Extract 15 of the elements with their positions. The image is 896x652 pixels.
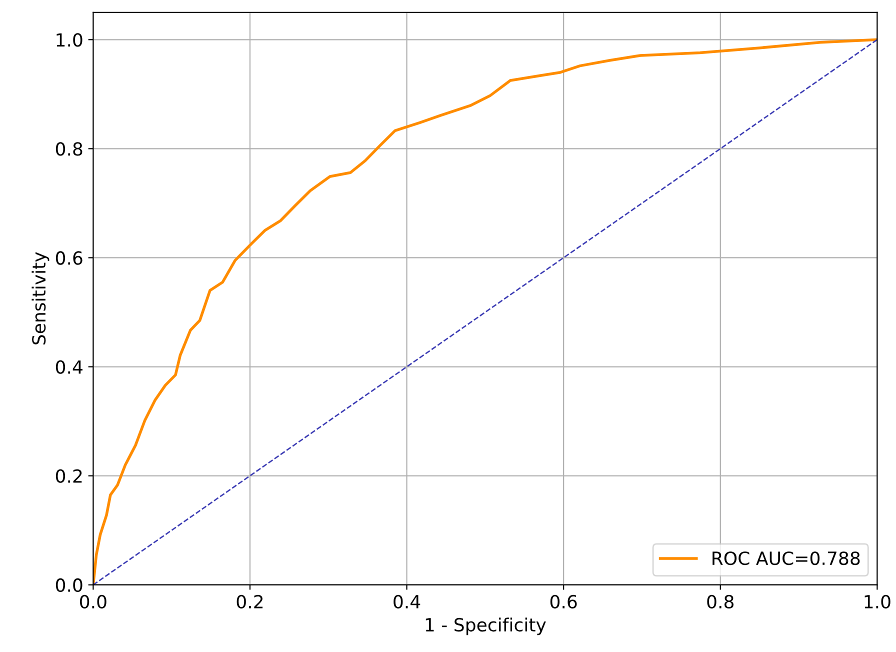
y-tick-label: 0.4: [56, 360, 82, 374]
y-tick-label: 0.2: [56, 469, 82, 483]
x-tick-label: 0.0: [80, 594, 106, 609]
legend-label: ROC AUC=0.788: [712, 551, 860, 566]
y-axis-title: Sensitivity: [32, 252, 50, 344]
y-tick-label: 0.8: [56, 142, 82, 156]
y-tick-label: 1.0: [56, 33, 82, 47]
x-axis-title: 1 - Specificity: [426, 618, 546, 636]
x-tick-label: 0.6: [550, 594, 577, 609]
y-tick-label: 0.6: [56, 251, 82, 265]
x-tick-label: 0.8: [707, 594, 734, 609]
y-tick-label: 0.0: [56, 578, 82, 592]
x-tick-label: 1.0: [864, 594, 890, 609]
x-tick-label: 0.2: [236, 594, 263, 609]
x-tick-label: 0.4: [394, 594, 420, 609]
